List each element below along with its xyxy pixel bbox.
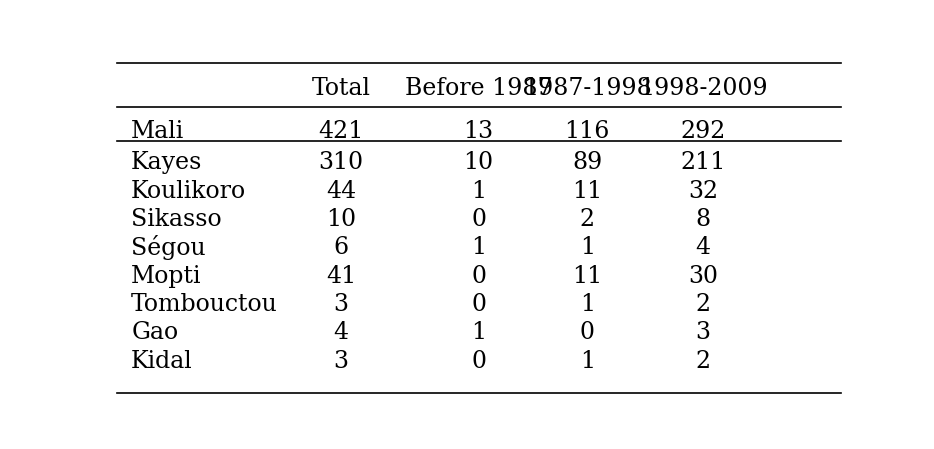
Text: 0: 0: [471, 293, 487, 316]
Text: 30: 30: [688, 264, 718, 288]
Text: 89: 89: [573, 151, 602, 174]
Text: 0: 0: [580, 321, 595, 344]
Text: 44: 44: [326, 180, 356, 202]
Text: 116: 116: [564, 120, 610, 143]
Text: Mopti: Mopti: [131, 264, 202, 288]
Text: 11: 11: [573, 180, 602, 202]
Text: 1: 1: [580, 236, 595, 260]
Text: 421: 421: [318, 120, 364, 143]
Text: Sikasso: Sikasso: [131, 208, 222, 231]
Text: 1987-1998: 1987-1998: [523, 77, 652, 100]
Text: 8: 8: [696, 208, 711, 231]
Text: 10: 10: [463, 151, 494, 174]
Text: 0: 0: [471, 208, 487, 231]
Text: 1: 1: [471, 180, 487, 202]
Text: 1998-2009: 1998-2009: [639, 77, 768, 100]
Text: 2: 2: [696, 293, 711, 316]
Text: 13: 13: [463, 120, 494, 143]
Text: 1: 1: [580, 350, 595, 373]
Text: Ségou: Ségou: [131, 235, 205, 260]
Text: 292: 292: [680, 120, 726, 143]
Text: 10: 10: [326, 208, 356, 231]
Text: Total: Total: [312, 77, 371, 100]
Text: 4: 4: [333, 321, 348, 344]
Text: 1: 1: [471, 236, 487, 260]
Text: 32: 32: [688, 180, 718, 202]
Text: 310: 310: [318, 151, 363, 174]
Text: 4: 4: [696, 236, 711, 260]
Text: Kidal: Kidal: [131, 350, 193, 373]
Text: 3: 3: [333, 350, 348, 373]
Text: 0: 0: [471, 350, 487, 373]
Text: 211: 211: [680, 151, 726, 174]
Text: 2: 2: [580, 208, 595, 231]
Text: 0: 0: [471, 264, 487, 288]
Text: 1: 1: [471, 321, 487, 344]
Text: Mali: Mali: [131, 120, 185, 143]
Text: Kayes: Kayes: [131, 151, 203, 174]
Text: Tombouctou: Tombouctou: [131, 293, 278, 316]
Text: 6: 6: [333, 236, 348, 260]
Text: 3: 3: [696, 321, 711, 344]
Text: 2: 2: [696, 350, 711, 373]
Text: Koulikoro: Koulikoro: [131, 180, 247, 202]
Text: Gao: Gao: [131, 321, 178, 344]
Text: 3: 3: [333, 293, 348, 316]
Text: 11: 11: [573, 264, 602, 288]
Text: Before 1987: Before 1987: [405, 77, 552, 100]
Text: 41: 41: [326, 264, 356, 288]
Text: 1: 1: [580, 293, 595, 316]
